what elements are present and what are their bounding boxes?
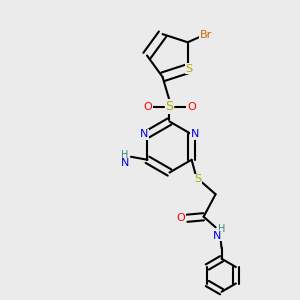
Text: S: S [186,64,193,74]
Text: H: H [218,224,225,234]
Text: N: N [213,231,221,241]
Text: S: S [194,174,201,184]
Text: O: O [177,213,185,223]
Text: N: N [191,129,200,139]
Text: Br: Br [200,30,212,40]
Text: H: H [121,150,129,160]
Text: N: N [140,129,148,139]
Text: N: N [121,158,129,168]
Text: O: O [187,101,196,112]
Text: S: S [166,100,173,113]
Text: O: O [143,101,152,112]
